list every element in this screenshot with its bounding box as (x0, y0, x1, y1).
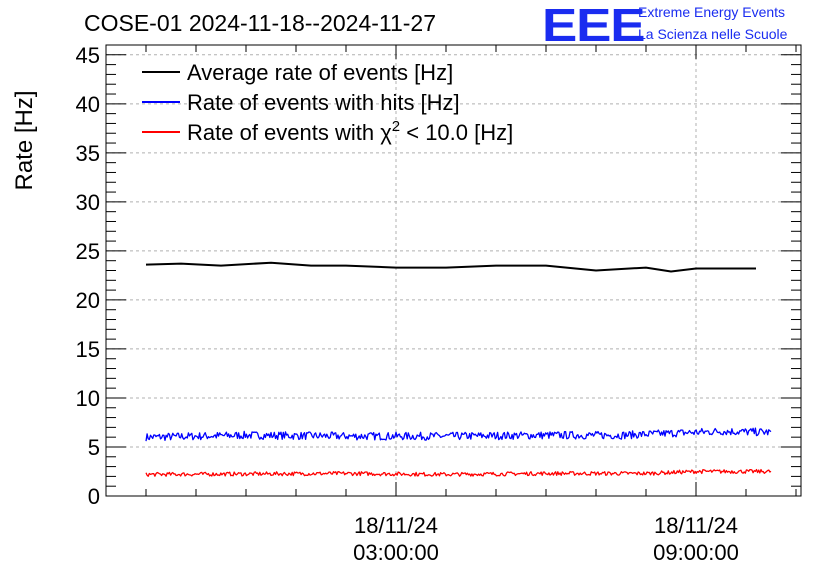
series-group (145, 261, 772, 477)
x-tick-date-label: 18/11/24 (654, 513, 738, 538)
axes: 05101520253035404518/11/2403:00:0018/11/… (76, 43, 801, 565)
x-tick-time-label: 09:00:00 (653, 540, 739, 565)
y-axis-label: Rate [Hz] (11, 90, 38, 190)
grid (106, 45, 801, 496)
legend-label-average: Average rate of events [Hz] (187, 60, 453, 85)
legend-label-chi2: Rate of events with χ2 < 10.0 [Hz] (187, 118, 513, 145)
y-tick-label: 0 (88, 484, 100, 509)
x-tick-date-label: 18/11/24 (354, 513, 438, 538)
y-tick-label: 45 (76, 43, 100, 68)
logo-subtitle-2: La Scienza nelle Scuole (638, 26, 788, 42)
y-tick-label: 20 (76, 288, 100, 313)
y-tick-label: 5 (88, 435, 100, 460)
legend: Average rate of events [Hz] Rate of event… (142, 60, 513, 145)
series-line-average (145, 261, 756, 273)
x-tick-time-label: 03:00:00 (353, 540, 439, 565)
series-line-chi2 (145, 468, 772, 477)
y-tick-label: 25 (76, 239, 100, 264)
y-tick-label: 35 (76, 141, 100, 166)
series-line-hits (145, 427, 772, 442)
y-tick-label: 10 (76, 386, 100, 411)
eee-logo: EEE (542, 0, 646, 51)
legend-label-hits: Rate of events with hits [Hz] (187, 90, 460, 115)
y-tick-label: 30 (76, 190, 100, 215)
chart-title: COSE-01 2024-11-18--2024-11-27 (84, 10, 437, 36)
y-tick-label: 15 (76, 337, 100, 362)
y-tick-label: 40 (76, 92, 100, 117)
logo-subtitle-1: Extreme Energy Events (638, 4, 786, 20)
